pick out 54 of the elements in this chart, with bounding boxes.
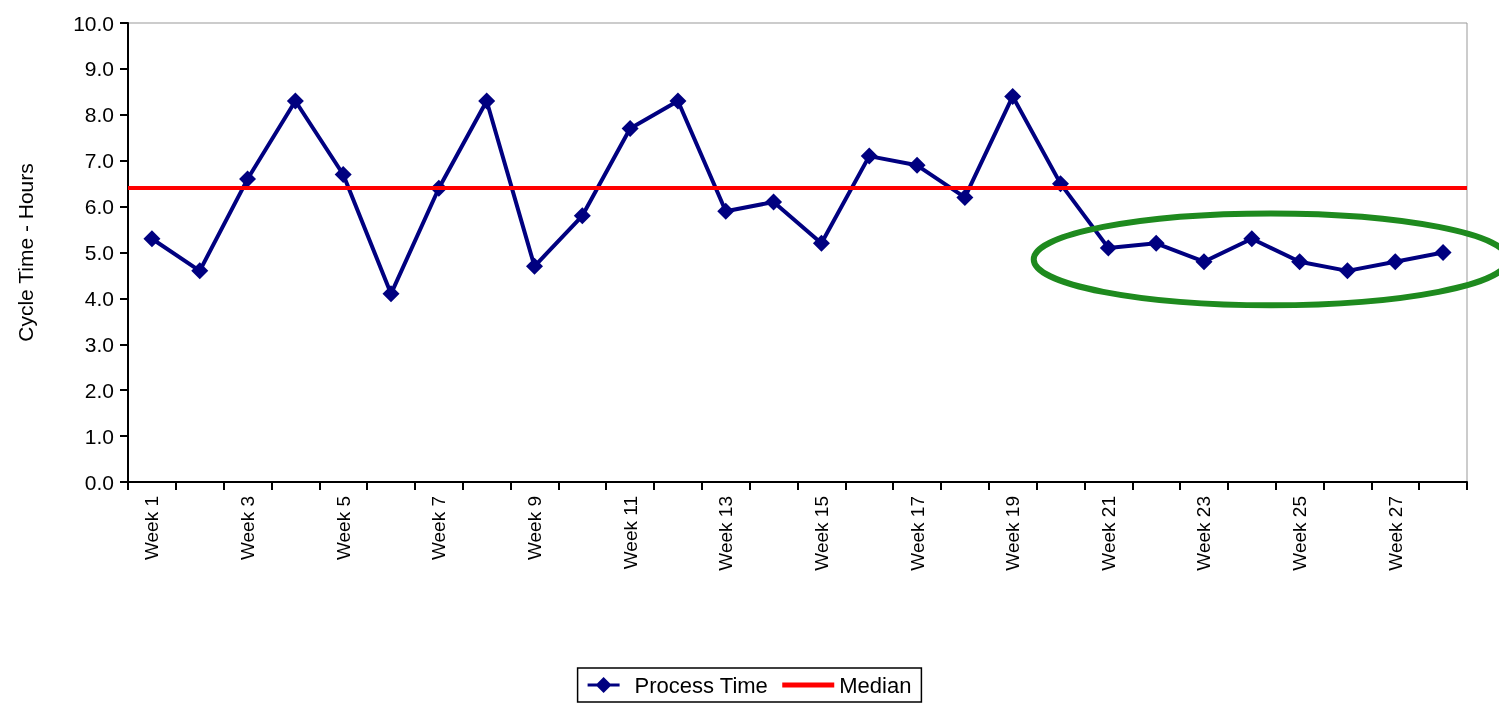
point bbox=[1434, 244, 1452, 261]
point bbox=[956, 188, 974, 206]
y-tick-label: 6.0 bbox=[84, 195, 114, 219]
point bbox=[669, 92, 687, 110]
x-tick-label: Week 23 bbox=[1193, 496, 1215, 571]
y-axis-title: Cycle Time - Hours bbox=[14, 163, 37, 342]
x-tick-label: Week 27 bbox=[1384, 496, 1406, 571]
x-tick-label: Week 3 bbox=[237, 496, 259, 561]
point bbox=[765, 193, 783, 211]
point bbox=[573, 207, 591, 225]
x-tick-label: Week 7 bbox=[428, 496, 450, 561]
point bbox=[812, 234, 830, 252]
legend-label: Median bbox=[839, 672, 912, 698]
x-tick-label: Week 19 bbox=[1002, 496, 1024, 571]
x-tick-label: Week 1 bbox=[141, 496, 163, 561]
legend-label: Process Time bbox=[634, 672, 768, 698]
y-tick-label: 0.0 bbox=[84, 470, 114, 494]
y-tick-label: 2.0 bbox=[84, 378, 114, 402]
point bbox=[334, 165, 352, 183]
x-tick-label: Week 11 bbox=[619, 496, 641, 570]
point bbox=[621, 120, 639, 138]
point bbox=[1338, 262, 1356, 280]
point bbox=[478, 92, 496, 110]
y-tick-label: 1.0 bbox=[84, 424, 114, 448]
x-tick-label: Week 25 bbox=[1289, 496, 1311, 571]
point bbox=[382, 285, 400, 303]
point bbox=[143, 230, 161, 248]
x-tick-label: Week 13 bbox=[715, 496, 737, 571]
point bbox=[525, 257, 543, 275]
point bbox=[1243, 230, 1261, 248]
point bbox=[239, 170, 257, 188]
point bbox=[286, 92, 304, 110]
x-tick-label: Week 15 bbox=[810, 496, 832, 571]
point bbox=[717, 202, 735, 220]
y-tick-label: 7.0 bbox=[84, 149, 114, 173]
point bbox=[908, 156, 926, 174]
point bbox=[1195, 253, 1213, 271]
x-tick-label: Week 5 bbox=[332, 496, 354, 561]
x-tick-label: Week 17 bbox=[906, 496, 928, 571]
x-tick-label: Week 9 bbox=[523, 496, 545, 561]
point bbox=[1004, 87, 1022, 105]
point bbox=[191, 262, 209, 280]
point bbox=[1147, 234, 1165, 252]
point bbox=[1291, 253, 1309, 271]
y-tick-label: 5.0 bbox=[84, 241, 114, 264]
y-tick-label: 8.0 bbox=[84, 103, 114, 127]
y-tick-label: 10.0 bbox=[73, 11, 114, 35]
point bbox=[860, 147, 878, 165]
y-tick-label: 3.0 bbox=[84, 332, 114, 356]
point bbox=[1386, 253, 1404, 271]
point bbox=[1099, 239, 1117, 257]
x-tick-label: Week 21 bbox=[1097, 496, 1119, 571]
y-tick-label: 9.0 bbox=[84, 57, 114, 81]
y-tick-label: 4.0 bbox=[84, 286, 114, 310]
